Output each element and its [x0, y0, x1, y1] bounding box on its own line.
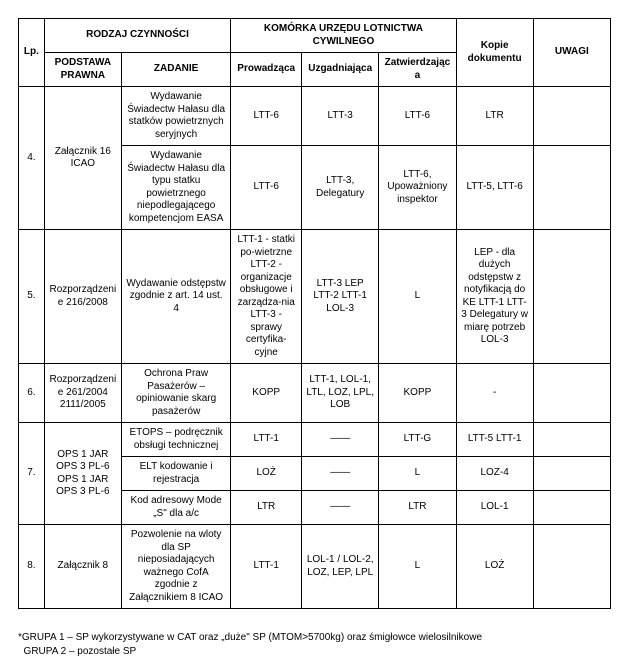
- cell-kop: LTT-5 LTT-1: [456, 423, 533, 457]
- cell-uw: [533, 457, 610, 491]
- cell-uzg: ——: [302, 423, 379, 457]
- cell-uw: [533, 146, 610, 230]
- table-row: 7. OPS 1 JAR OPS 3 PL-6 OPS 1 JAR OPS 3 …: [19, 423, 611, 457]
- cell-prow: LTT-1 - statki po-wietrzne LTT-2 - organ…: [231, 230, 302, 364]
- cell-lp: 5.: [19, 230, 45, 364]
- h-podstawa: PODSTAWA PRAWNA: [44, 53, 121, 87]
- cell-uw: [533, 87, 610, 146]
- cell-zat: KOPP: [379, 364, 456, 423]
- h-uzgadniajaca: Uzgadniająca: [302, 53, 379, 87]
- cell-prow: LTT-6: [231, 87, 302, 146]
- cell-zat: L: [379, 230, 456, 364]
- cell-prow: LTR: [231, 491, 302, 525]
- cell-uw: [533, 364, 610, 423]
- cell-uzg: LTT-3 LEP LTT-2 LTT-1 LOL-3: [302, 230, 379, 364]
- footer-line-2: GRUPA 2 – pozostałe SP: [18, 645, 611, 659]
- h-zatwierdzajaca: Zatwierdzająca: [379, 53, 456, 87]
- cell-prow: LTT-1: [231, 423, 302, 457]
- cell-zat: L: [379, 525, 456, 609]
- cell-podstawa: Załącznik 16 ICAO: [44, 87, 121, 230]
- cell-uzg: LTT-1, LOL-1, LTL, LOZ, LPL, LOB: [302, 364, 379, 423]
- cell-uzg: LTT-3: [302, 87, 379, 146]
- cell-podstawa: Załącznik 8: [44, 525, 121, 609]
- h-zadanie: ZADANIE: [121, 53, 230, 87]
- table-row: 5. Rozporządzenie 216/2008 Wydawanie ods…: [19, 230, 611, 364]
- cell-uw: [533, 491, 610, 525]
- cell-uw: [533, 525, 610, 609]
- cell-kop: LEP - dla dużych odstępstw z notyfikacją…: [456, 230, 533, 364]
- cell-prow: LTT-6: [231, 146, 302, 230]
- header-row-1: Lp. RODZAJ CZYNNOŚCI KOMÓRKA URZĘDU LOTN…: [19, 19, 611, 53]
- cell-zat: LTT-G: [379, 423, 456, 457]
- cell-podstawa: Rozporządzenie 261/2004 2111/2005: [44, 364, 121, 423]
- cell-prow: LTT-1: [231, 525, 302, 609]
- h-kopie: Kopie dokumentu: [456, 19, 533, 87]
- h-rodzaj: RODZAJ CZYNNOŚCI: [44, 19, 231, 53]
- cell-podstawa: OPS 1 JAR OPS 3 PL-6 OPS 1 JAR OPS 3 PL-…: [44, 423, 121, 525]
- h-lp: Lp.: [19, 19, 45, 87]
- cell-zadanie: Wydawanie odstępstw zgodnie z art. 14 us…: [121, 230, 230, 364]
- cell-zat: LTR: [379, 491, 456, 525]
- cell-uzg: ——: [302, 491, 379, 525]
- cell-kop: LOZ-4: [456, 457, 533, 491]
- table-row: 8. Załącznik 8 Pozwolenie na wloty dla S…: [19, 525, 611, 609]
- cell-zadanie: ETOPS – podręcznik obsługi technicznej: [121, 423, 230, 457]
- cell-kop: LTR: [456, 87, 533, 146]
- cell-lp: 6.: [19, 364, 45, 423]
- cell-prow: LOŻ: [231, 457, 302, 491]
- cell-zat: LTT-6: [379, 87, 456, 146]
- cell-prow: KOPP: [231, 364, 302, 423]
- cell-lp: 8.: [19, 525, 45, 609]
- cell-podstawa: Rozporządzenie 216/2008: [44, 230, 121, 364]
- table-row: 6. Rozporządzenie 261/2004 2111/2005 Och…: [19, 364, 611, 423]
- cell-zadanie: Wydawanie Świadectw Hałasu dla typu stat…: [121, 146, 230, 230]
- footer-notes: *GRUPA 1 – SP wykorzystywane w CAT oraz …: [18, 631, 611, 659]
- cell-kop: LOŻ: [456, 525, 533, 609]
- cell-uw: [533, 230, 610, 364]
- cell-zadanie: Kod adresowy Mode „S" dla a/c: [121, 491, 230, 525]
- h-prowadzaca: Prowadząca: [231, 53, 302, 87]
- cell-uw: [533, 423, 610, 457]
- cell-uzg: LOL-1 / LOL-2, LOZ, LEP, LPL: [302, 525, 379, 609]
- cell-lp: 7.: [19, 423, 45, 525]
- cell-zadanie: Ochrona Praw Pasażerów – opiniowanie ska…: [121, 364, 230, 423]
- cell-zat: LTT-6, Upoważniony inspektor: [379, 146, 456, 230]
- cell-kop: -: [456, 364, 533, 423]
- h-komorka: KOMÓRKA URZĘDU LOTNICTWA CYWILNEGO: [231, 19, 456, 53]
- cell-uzg: LTT-3, Delegatury: [302, 146, 379, 230]
- cell-zadanie: Wydawanie Świadectw Hałasu dla statków p…: [121, 87, 230, 146]
- main-table: Lp. RODZAJ CZYNNOŚCI KOMÓRKA URZĘDU LOTN…: [18, 18, 611, 609]
- cell-zadanie: ELT kodowanie i rejestracja: [121, 457, 230, 491]
- h-uwagi: UWAGI: [533, 19, 610, 87]
- cell-zat: L: [379, 457, 456, 491]
- cell-zadanie: Pozwolenie na wloty dla SP nieposiadając…: [121, 525, 230, 609]
- cell-uzg: ——: [302, 457, 379, 491]
- table-row: 4. Załącznik 16 ICAO Wydawanie Świadectw…: [19, 87, 611, 146]
- footer-line-1: *GRUPA 1 – SP wykorzystywane w CAT oraz …: [18, 631, 611, 645]
- cell-kop: LOL-1: [456, 491, 533, 525]
- cell-kop: LTT-5, LTT-6: [456, 146, 533, 230]
- cell-lp: 4.: [19, 87, 45, 230]
